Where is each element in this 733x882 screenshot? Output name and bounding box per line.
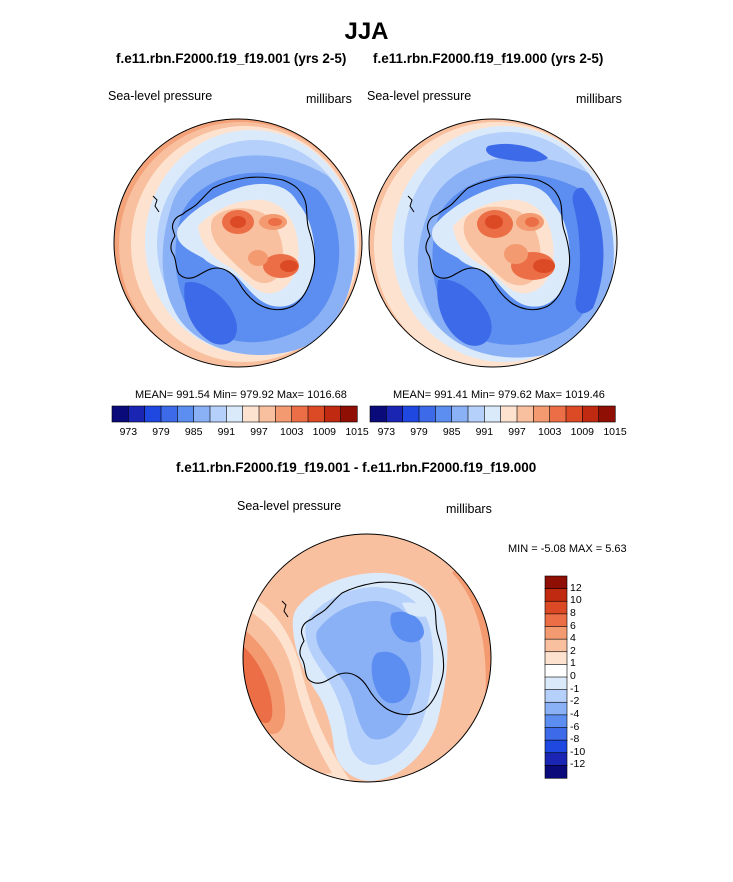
- colorbar-swatch: [544, 626, 568, 640]
- diff-field-label: Sea-level pressure: [237, 499, 342, 513]
- colorbar-swatch: [418, 405, 436, 423]
- colorbar-swatch: [582, 405, 600, 423]
- panel2-field-label: Sea-level pressure: [367, 89, 472, 103]
- colorbar-swatch: [386, 405, 404, 423]
- colorbar-swatch: [544, 765, 568, 779]
- colorbar-swatch: [544, 664, 568, 678]
- colorbar-tick-label: 1015: [345, 426, 369, 438]
- colorbar-swatch: [144, 405, 162, 423]
- colorbar-swatch: [544, 701, 568, 716]
- colorbar-tick-label: -8: [570, 733, 580, 746]
- colorbar-tick-label: 1009: [312, 426, 337, 438]
- colorbar-swatch: [544, 752, 568, 766]
- colorbar-swatch: [111, 405, 129, 423]
- colorbar-tick-label: 973: [119, 426, 138, 438]
- colorbar-tick-label: 991: [217, 426, 236, 438]
- panel2-colorbar-ticks: 973 979 985 991 997 1003 1009 1015: [370, 426, 627, 440]
- colorbar-tick-label: -2: [570, 695, 580, 708]
- colorbar-tick-label: 0: [570, 670, 576, 682]
- colorbar-swatch: [307, 405, 325, 423]
- colorbar-swatch: [544, 575, 568, 590]
- page-title: JJA: [344, 18, 389, 45]
- colorbar-swatch: [549, 405, 567, 423]
- colorbar-tick-label: 8: [570, 606, 576, 619]
- panel2-stats: MEAN= 991.41 Min= 979.62 Max= 1019.46: [393, 389, 605, 401]
- colorbar-swatch: [544, 588, 568, 602]
- colorbar-tick-label: 985: [184, 426, 203, 438]
- panel1-colorbar: [111, 405, 358, 423]
- colorbar-swatch: [160, 405, 178, 423]
- colorbar-swatch: [544, 727, 568, 741]
- colorbar-tick-label: 1: [570, 657, 576, 670]
- colorbar-tick-label: 1003: [279, 426, 304, 438]
- colorbar-tick-label: 973: [377, 426, 396, 438]
- colorbar-tick-label: -10: [570, 745, 586, 758]
- colorbar-swatch: [544, 676, 568, 691]
- colorbar-tick-label: 1015: [603, 426, 627, 438]
- colorbar-swatch: [275, 405, 293, 423]
- panel1-case-title: f.e11.rbn.F2000.f19_f19.001 (yrs 2-5): [116, 51, 347, 66]
- colorbar-swatch: [598, 405, 616, 423]
- colorbar-tick-label: 997: [250, 426, 268, 438]
- colorbar-swatch: [544, 638, 568, 653]
- colorbar-tick-label: 985: [442, 426, 461, 438]
- diff-colorbar-ticks: 12 10 8 6 4 2 1 0 -1 -2 -4 -6 -8 -10 -12: [570, 576, 610, 778]
- colorbar-swatch: [291, 405, 309, 423]
- colorbar-tick-label: 1009: [570, 426, 595, 438]
- colorbar-swatch: [226, 405, 244, 423]
- panel1-field-label: Sea-level pressure: [108, 89, 213, 103]
- colorbar-tick-label: 10: [570, 594, 582, 607]
- colorbar-swatch: [451, 405, 469, 423]
- panel2-colorbar: [369, 405, 616, 423]
- colorbar-swatch: [258, 405, 276, 423]
- colorbar-tick-label: 991: [475, 426, 494, 438]
- colorbar-tick-label: 979: [410, 426, 428, 438]
- colorbar-swatch: [544, 739, 568, 754]
- colorbar-tick-label: -1: [570, 682, 580, 695]
- panel1-units-label: millibars: [306, 92, 352, 106]
- panel2-units-label: millibars: [576, 92, 622, 106]
- panel1-stats: MEAN= 991.54 Min= 979.92 Max= 1016.68: [135, 389, 347, 401]
- colorbar-swatch: [516, 405, 534, 423]
- colorbar-swatch: [544, 651, 568, 665]
- colorbar-swatch: [544, 613, 568, 628]
- colorbar-swatch: [324, 405, 342, 423]
- diff-colorbar: [544, 575, 568, 779]
- colorbar-swatch: [544, 714, 568, 729]
- diff-polar-map: [242, 533, 492, 783]
- colorbar-tick-label: 4: [570, 632, 576, 645]
- colorbar-tick-label: 979: [152, 426, 170, 438]
- panel2-polar-map: [368, 118, 618, 368]
- colorbar-swatch: [435, 405, 453, 423]
- colorbar-tick-label: 2: [570, 644, 576, 657]
- diff-units-label: millibars: [446, 502, 492, 516]
- colorbar-swatch: [484, 405, 502, 423]
- colorbar-swatch: [544, 689, 568, 703]
- colorbar-swatch: [467, 405, 485, 423]
- colorbar-swatch: [500, 405, 518, 423]
- colorbar-swatch: [533, 405, 551, 423]
- panel1-colorbar-ticks: 973 979 985 991 997 1003 1009 1015: [112, 426, 369, 440]
- colorbar-swatch: [544, 600, 568, 615]
- colorbar-tick-label: 997: [508, 426, 526, 438]
- colorbar-swatch: [193, 405, 211, 423]
- diff-minmax-text: MIN = -5.08 MAX = 5.63: [508, 543, 627, 555]
- colorbar-swatch: [369, 405, 387, 423]
- colorbar-tick-label: 1003: [537, 426, 562, 438]
- colorbar-swatch: [340, 405, 358, 423]
- colorbar-swatch: [402, 405, 420, 423]
- colorbar-swatch: [209, 405, 227, 423]
- colorbar-swatch: [565, 405, 583, 423]
- colorbar-swatch: [177, 405, 195, 423]
- diff-panel-title: f.e11.rbn.F2000.f19_f19.001 - f.e11.rbn.…: [176, 460, 537, 475]
- colorbar-tick-label: -12: [570, 758, 586, 771]
- panel2-case-title: f.e11.rbn.F2000.f19_f19.000 (yrs 2-5): [373, 51, 604, 66]
- colorbar-swatch: [128, 405, 146, 423]
- colorbar-tick-label: 6: [570, 619, 576, 632]
- colorbar-swatch: [242, 405, 260, 423]
- colorbar-tick-label: -6: [570, 720, 580, 733]
- panel1-polar-map: [113, 118, 363, 368]
- colorbar-tick-label: -4: [570, 707, 580, 720]
- colorbar-tick-label: 12: [570, 581, 582, 594]
